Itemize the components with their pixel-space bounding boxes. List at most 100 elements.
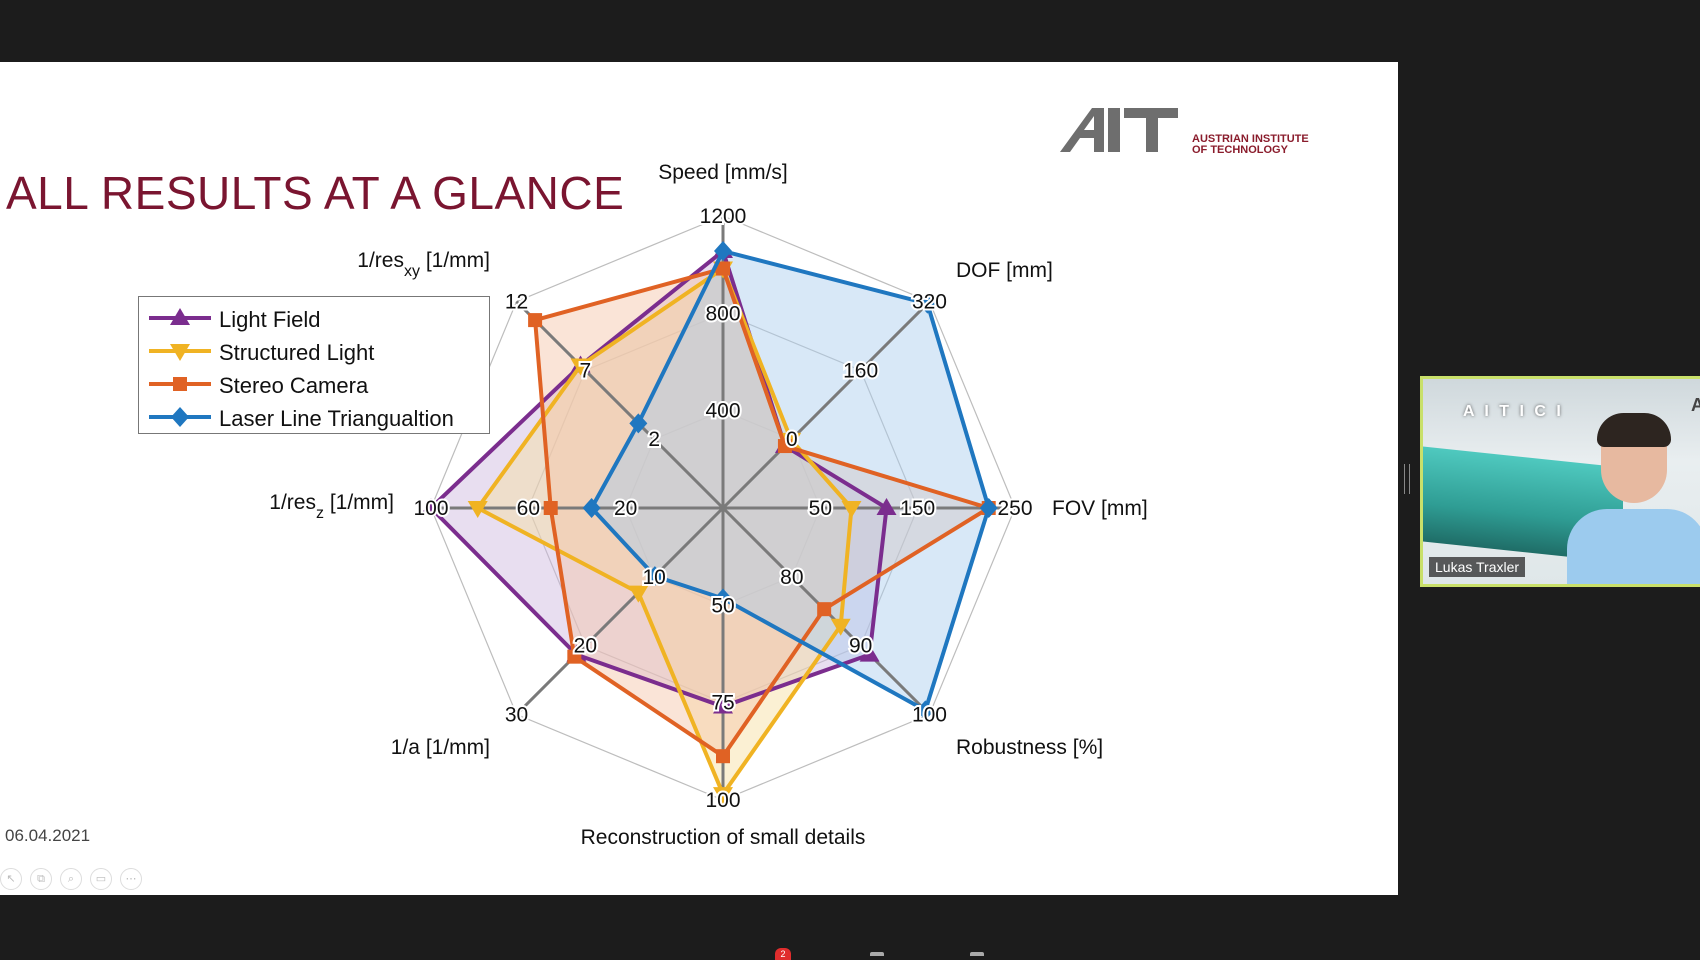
axis-label-unit-7: [1/mm]: [420, 249, 490, 272]
data-point-s1-a4: [713, 787, 733, 805]
data-point-s2-a1: [777, 439, 792, 454]
axis-spoke-1: [721, 300, 931, 510]
data-point-s2-a5: [567, 649, 582, 664]
axis-label-4: Reconstruction of small details: [581, 826, 866, 849]
axis-label-7: 1/resxy [1/mm]: [357, 249, 490, 280]
tick-label-a2-0: 50: [809, 497, 832, 520]
notification-badge: 2: [775, 948, 791, 960]
more-icon[interactable]: ⋯: [120, 868, 142, 890]
tick-label-a4-2: 100: [705, 789, 740, 812]
axis-label-unit-6: [1/mm]: [324, 491, 394, 514]
zoom-icon[interactable]: ⌕: [60, 868, 82, 890]
legend-label-0: Light Field: [219, 307, 321, 332]
data-point-s1-a5: [628, 585, 649, 603]
legend-label-1: Structured Light: [219, 340, 375, 365]
data-point-s3-a2: [979, 498, 998, 518]
axis-spoke-7: [515, 300, 725, 510]
data-point-s1-a2: [841, 501, 862, 518]
logo-line-2: OF TECHNOLOGY: [1192, 144, 1288, 156]
tick-label-a1-1: 160: [843, 359, 878, 382]
data-point-s0-a3: [859, 644, 880, 662]
legend-item-1: Structured Light: [145, 336, 485, 366]
axis-label-3: Robustness [%]: [956, 736, 1103, 759]
video-corner-logo: AI: [1691, 395, 1700, 416]
tick-label-a6-1: 60: [517, 497, 540, 520]
data-point-s3-a1: [918, 293, 937, 314]
participant-body: [1567, 509, 1700, 584]
data-point-s2-a6: [543, 501, 558, 515]
tick-label-a0-2: 1200: [700, 205, 747, 228]
series-fill-1: [477, 268, 852, 795]
radar-chart: 400 800 1200 0 160 320 50 150 250 80 90 100 50 75 100 1…: [269, 161, 1148, 849]
legend-item-3: Laser Line Triangualtion: [145, 402, 485, 432]
axis-label-2: FOV [mm]: [1052, 497, 1148, 520]
legend-label-2: Stereo Camera: [219, 373, 369, 398]
series-fill-2: [535, 268, 989, 757]
tick-label-a4-1: 75: [711, 692, 734, 715]
axis-spoke-5: [515, 506, 725, 716]
video-ait-badge: A I T I C I: [1463, 403, 1564, 420]
data-point-s2-a4: [716, 749, 730, 764]
axis-label-sub-7: xy: [404, 263, 420, 280]
tick-label-a5-1: 20: [574, 635, 597, 658]
tick-label-a6-2: 100: [413, 497, 448, 520]
data-point-s2-a0: [716, 261, 730, 276]
axis-label-main-6: 1/res: [269, 491, 316, 514]
legend-item-2: Stereo Camera: [145, 369, 485, 399]
data-point-s3-a3: [916, 700, 935, 721]
legend-marker-3: [171, 407, 189, 427]
data-point-s3-a6: [582, 498, 601, 518]
cursor-arrow-icon[interactable]: ↖: [0, 868, 22, 890]
slide-title: ALL RESULTS AT A GLANCE: [6, 167, 625, 219]
tick-label-a3-2: 100: [912, 703, 947, 726]
legend-marker-2: [173, 377, 187, 391]
logo-text: AUSTRIAN INSTITUTE OF TECHNOLOGY: [1192, 134, 1309, 156]
data-point-s0-a2: [876, 498, 897, 515]
data-point-s2-a3: [817, 602, 832, 617]
data-point-s3-a0: [714, 241, 732, 262]
legend-swatch-3: [149, 407, 211, 427]
copy-icon[interactable]: ⧉: [30, 868, 52, 890]
legend-item-0: Light Field: [145, 303, 485, 333]
toolbar-icon-partial[interactable]: [870, 952, 884, 956]
tick-label-a2-2: 250: [997, 497, 1032, 520]
data-point-s3-a4: [714, 588, 732, 609]
tick-label-a7-1: 7: [580, 359, 592, 382]
axis-label-sub-6: z: [316, 505, 324, 522]
logo-line-1: AUSTRIAN INSTITUTE: [1192, 133, 1309, 145]
tick-label-a0-1: 800: [705, 302, 740, 325]
series-fill-0: [431, 251, 887, 707]
data-point-s1-a3: [830, 618, 851, 636]
screen-icon[interactable]: ▭: [90, 868, 112, 890]
legend-label-3: Laser Line Triangualtion: [219, 406, 454, 431]
tick-label-a1-2: 320: [912, 291, 947, 314]
toolbar-icon-partial[interactable]: [970, 952, 984, 956]
participant-video[interactable]: A I T I C I AI Lukas Traxler: [1420, 376, 1700, 587]
chart-legend: Light Field Structured Light Stereo Camera…: [138, 296, 490, 434]
tick-label-a3-0: 80: [780, 566, 803, 589]
data-point-s3-a5: [645, 566, 664, 587]
tick-label-a7-0: 2: [648, 428, 660, 451]
ait-logo: [1060, 108, 1178, 152]
tick-label-a2-1: 150: [900, 497, 935, 520]
tick-label-a1-0: 0: [786, 428, 798, 451]
data-point-s1-a7: [570, 358, 591, 376]
legend-swatch-2: [149, 377, 211, 391]
series-fill-3: [591, 251, 989, 711]
tick-label-a6-0: 20: [614, 497, 637, 520]
video-resize-handle[interactable]: [1404, 464, 1410, 494]
legend-swatch-0: [149, 308, 211, 325]
tick-label-a5-2: 30: [505, 703, 528, 726]
tick-label-a7-2: 12: [505, 291, 528, 314]
slide-date: 06.04.2021: [5, 826, 91, 845]
data-point-s1-a6: [467, 501, 488, 518]
axis-label-main-7: 1/res: [357, 249, 404, 272]
data-point-s2-a7: [528, 313, 543, 328]
legend-marker-0: [170, 308, 190, 325]
tick-label-a5-0: 10: [642, 566, 665, 589]
slide-toolbar: ↖ ⧉ ⌕ ▭ ⋯: [0, 868, 150, 890]
meeting-toolbar: [0, 895, 1700, 956]
presentation-slide: ALL RESULTS AT A GLANCE AUSTRIAN INSTITU…: [0, 62, 1398, 895]
tick-label-a4-0: 50: [711, 594, 734, 617]
legend-marker-1: [170, 344, 190, 361]
